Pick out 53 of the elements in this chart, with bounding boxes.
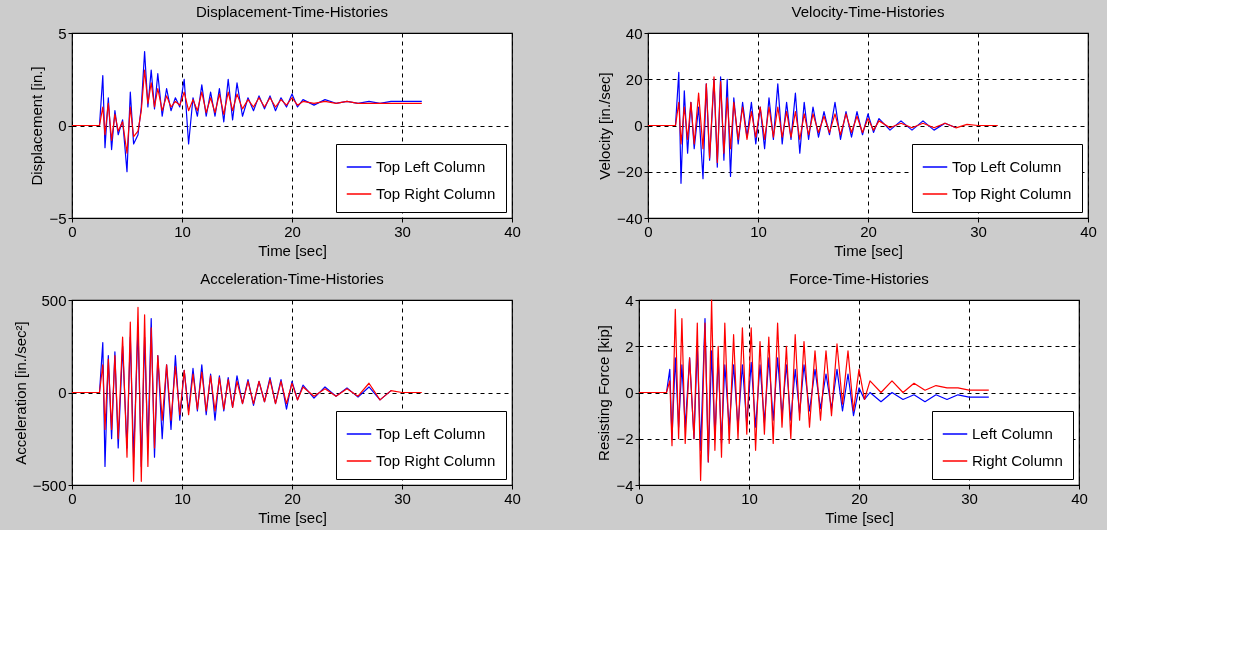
x-axis-title: Time [sec] xyxy=(258,241,327,259)
legend-label: Top Right Column xyxy=(952,185,1072,202)
x-tick-label: 30 xyxy=(970,222,987,240)
x-tick-label: 20 xyxy=(284,489,301,507)
legend-label: Top Right Column xyxy=(376,452,496,469)
x-tick-label: 20 xyxy=(860,222,877,240)
x-tick-label: 30 xyxy=(961,489,978,507)
y-tick-label: −5 xyxy=(49,209,67,227)
y-axis-title: Displacement [in.] xyxy=(28,66,46,186)
chart-title: Displacement-Time-Histories xyxy=(196,3,388,20)
y-tick-label: 2 xyxy=(625,337,634,355)
y-tick-label: −500 xyxy=(32,476,67,494)
y-tick-label: 40 xyxy=(625,24,643,42)
x-axis-title: Time [sec] xyxy=(834,241,903,259)
y-tick-label: 0 xyxy=(58,384,67,401)
y-tick-label: −2 xyxy=(616,430,634,448)
x-axis-title: Time [sec] xyxy=(258,508,327,526)
y-axis-title: Acceleration [in./sec²] xyxy=(11,321,29,465)
y-tick-label: 4 xyxy=(625,291,634,309)
y-tick-label: 0 xyxy=(634,117,643,134)
x-tick-label: 10 xyxy=(750,222,767,240)
y-tick-label: 0 xyxy=(58,117,67,134)
y-tick-label: −40 xyxy=(617,209,643,227)
y-tick-label: 0 xyxy=(625,384,634,401)
x-tick-label: 10 xyxy=(174,489,191,507)
legend-label: Top Left Column xyxy=(376,425,486,442)
chart-title: Velocity-Time-Histories xyxy=(791,3,945,20)
y-axis-title: Resisting Force [kip] xyxy=(595,325,613,461)
legend-label: Right Column xyxy=(972,452,1063,469)
y-tick-label: 20 xyxy=(625,70,643,88)
x-tick-label: 20 xyxy=(284,222,301,240)
y-axis-title: Velocity [in./sec] xyxy=(596,72,614,180)
x-tick-label: 10 xyxy=(174,222,191,240)
legend-label: Left Column xyxy=(972,425,1053,442)
x-tick-label: 40 xyxy=(504,489,521,507)
legend-label: Top Left Column xyxy=(952,158,1062,175)
chart-title: Force-Time-Histories xyxy=(789,270,929,287)
x-tick-label: 40 xyxy=(1071,489,1088,507)
x-tick-label: 20 xyxy=(851,489,868,507)
legend-label: Top Right Column xyxy=(376,185,496,202)
line-series xyxy=(71,69,423,154)
y-tick-label: −4 xyxy=(616,476,634,494)
y-tick-label: 5 xyxy=(58,24,67,42)
x-tick-label: 40 xyxy=(504,222,521,240)
y-tick-label: 500 xyxy=(41,291,67,309)
x-tick-label: 30 xyxy=(394,489,411,507)
x-tick-label: 40 xyxy=(1080,222,1097,240)
y-tick-label: −20 xyxy=(617,163,643,181)
x-tick-label: 30 xyxy=(394,222,411,240)
legend-label: Top Left Column xyxy=(376,158,486,175)
chart-title: Acceleration-Time-Histories xyxy=(200,270,384,287)
x-axis-title: Time [sec] xyxy=(825,508,894,526)
x-tick-label: 10 xyxy=(741,489,758,507)
